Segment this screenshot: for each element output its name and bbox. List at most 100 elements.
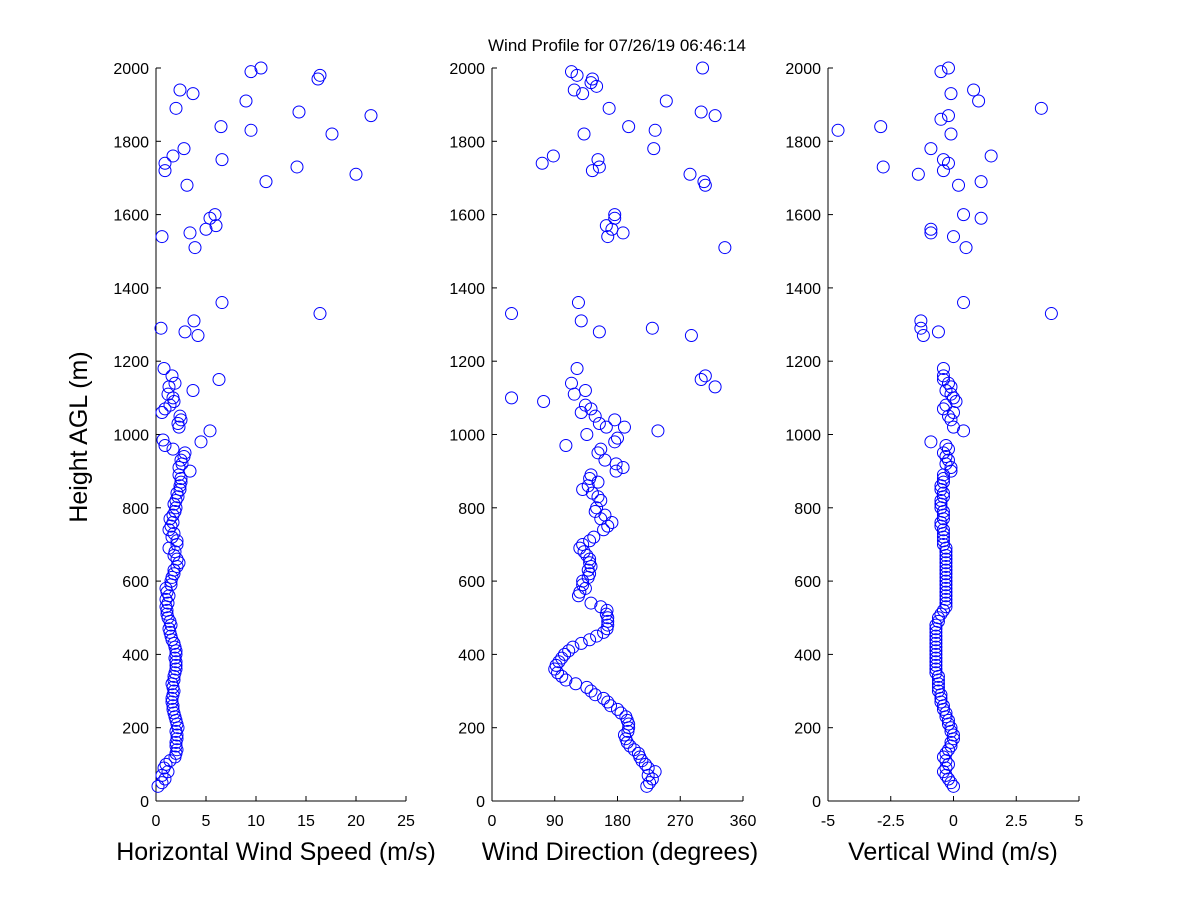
y-tick-label: 2000	[449, 61, 485, 78]
data-point	[608, 208, 622, 222]
y-tick-label: 400	[122, 647, 149, 664]
data-point	[659, 94, 673, 108]
data-point	[254, 61, 268, 75]
data-point	[578, 384, 592, 398]
data-point	[623, 739, 637, 753]
y-tick-label: 1200	[449, 354, 485, 371]
data-point	[696, 61, 710, 75]
data-point	[203, 424, 217, 438]
data-point	[594, 493, 608, 507]
data-point	[931, 680, 945, 694]
data-point	[939, 706, 953, 720]
data-point	[187, 314, 201, 328]
data-point	[167, 567, 181, 581]
data-point	[916, 329, 930, 343]
data-point	[967, 83, 981, 97]
y-tick-label: 1600	[785, 208, 821, 225]
data-point	[174, 453, 188, 467]
data-point	[214, 120, 228, 134]
data-point	[157, 362, 171, 376]
data-point	[939, 581, 953, 595]
data-point	[166, 515, 180, 529]
data-point	[944, 127, 958, 141]
y-tick-label: 1400	[113, 281, 149, 298]
data-point	[505, 307, 519, 321]
data-point	[939, 574, 953, 588]
data-point	[959, 241, 973, 255]
y-tick-label: 1800	[449, 134, 485, 151]
data-point	[592, 417, 606, 431]
data-point	[947, 420, 960, 434]
y-tick-label: 1200	[785, 354, 821, 371]
data-point	[929, 640, 943, 654]
data-point	[941, 61, 955, 75]
data-point	[635, 754, 649, 768]
y-tick-label: 400	[458, 647, 485, 664]
data-point	[163, 398, 177, 412]
data-point	[178, 325, 192, 339]
data-point	[592, 325, 606, 339]
data-point	[957, 296, 971, 310]
data-point	[180, 178, 194, 192]
data-point	[698, 369, 712, 383]
data-point	[952, 178, 966, 192]
y-tick-label: 1600	[449, 208, 485, 225]
data-point	[174, 471, 188, 485]
data-point	[599, 420, 613, 434]
data-point	[158, 164, 172, 178]
data-point	[583, 633, 597, 647]
data-point	[244, 65, 258, 79]
data-point	[583, 556, 597, 570]
data-point	[567, 83, 581, 97]
x-tick-label: 20	[347, 813, 365, 830]
data-point	[718, 241, 732, 255]
data-point	[648, 765, 662, 779]
data-point	[162, 622, 176, 636]
data-point	[166, 702, 180, 716]
data-point	[569, 677, 583, 691]
data-point	[929, 658, 943, 672]
data-point	[313, 307, 327, 321]
data-point	[936, 402, 950, 416]
x-tick-label: 90	[546, 813, 564, 830]
y-tick-label: 2000	[113, 61, 149, 78]
wind-direction-panel: 0 200 400 600 800 1000 1200 1400 1600 1800 2000 0 90…	[449, 61, 758, 866]
data-point	[939, 578, 953, 592]
data-point	[697, 175, 711, 189]
y-tick-label: 800	[458, 501, 485, 518]
data-point	[609, 464, 623, 478]
data-point	[162, 589, 176, 603]
data-point	[576, 87, 590, 101]
data-point	[155, 230, 169, 244]
data-point	[169, 739, 183, 753]
data-point	[170, 732, 184, 746]
data-point	[876, 160, 890, 174]
data-point	[936, 153, 950, 167]
y-tick-label: 1400	[785, 281, 821, 298]
data-point	[562, 644, 576, 658]
data-point	[364, 109, 378, 123]
data-point	[577, 127, 591, 141]
data-point	[929, 636, 943, 650]
data-point	[939, 567, 953, 581]
data-point	[208, 208, 222, 222]
data-point	[598, 453, 612, 467]
data-point	[588, 409, 602, 423]
data-point	[172, 460, 186, 474]
data-point	[165, 530, 179, 544]
data-point	[941, 713, 955, 727]
data-point	[929, 644, 943, 658]
x-tick-label: 15	[297, 813, 315, 830]
data-point	[600, 603, 614, 617]
data-point	[325, 127, 339, 141]
data-point	[936, 369, 950, 383]
x-tick-label: -5	[821, 813, 835, 830]
data-point	[169, 658, 183, 672]
data-point	[174, 475, 188, 489]
data-point	[936, 523, 950, 537]
data-point	[574, 406, 588, 420]
data-point	[581, 563, 595, 577]
data-point	[684, 329, 698, 343]
x-axis-label: Wind Direction (degrees)	[482, 838, 759, 866]
data-point	[929, 647, 943, 661]
